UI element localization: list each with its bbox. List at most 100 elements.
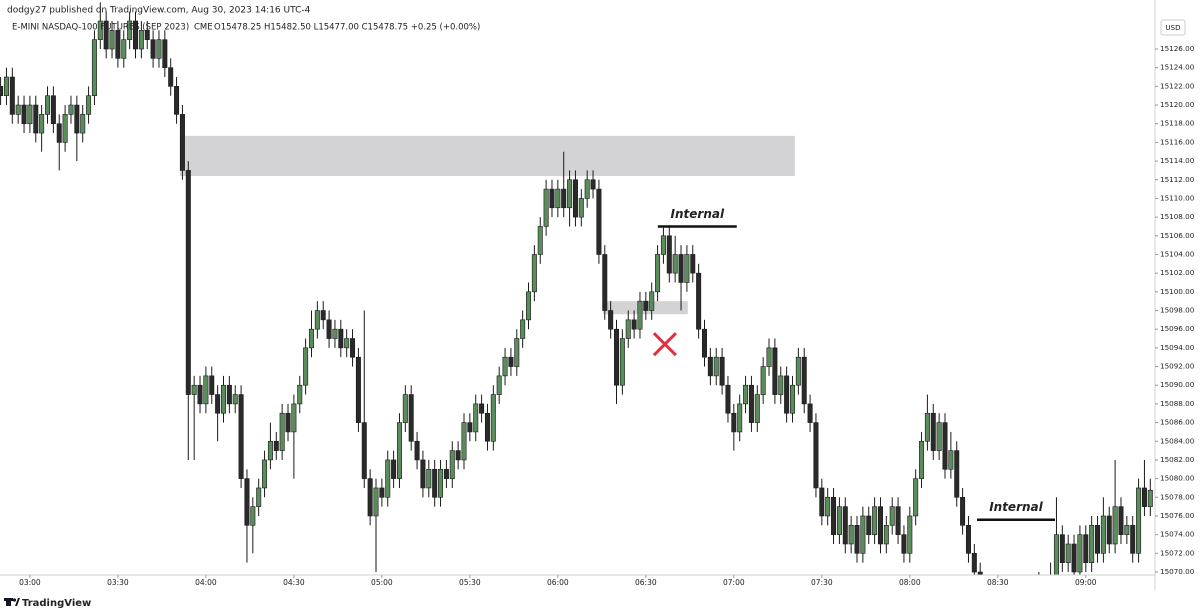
candle-body — [772, 347, 778, 395]
x-tick-label: 05:30 — [459, 578, 481, 587]
candle-body — [731, 412, 737, 433]
zone — [179, 135, 795, 177]
candle-body — [443, 468, 449, 479]
candle-body — [97, 20, 103, 40]
footer-logo — [4, 598, 20, 606]
candle-body — [191, 384, 197, 395]
candle-body — [297, 384, 303, 405]
x-tick-label: 04:00 — [195, 578, 217, 587]
y-tick-label: 15106.00 — [1160, 231, 1195, 240]
y-tick-label: 15120.00 — [1160, 100, 1195, 109]
candle-body — [537, 226, 543, 255]
candle-body — [508, 356, 514, 367]
candle-body — [279, 412, 285, 451]
candle-body — [162, 39, 168, 68]
candle-body — [725, 384, 731, 414]
candle-body — [561, 188, 567, 209]
x-tick-label: 07:00 — [723, 578, 745, 587]
candle-body — [215, 394, 221, 414]
candle-body — [250, 506, 256, 526]
candle-body — [156, 39, 162, 59]
candle-body — [543, 188, 549, 227]
y-tick-label: 15118.00 — [1160, 119, 1195, 128]
candle-body — [355, 356, 361, 423]
currency[interactable]: USD — [1166, 24, 1181, 32]
candle-body — [45, 95, 51, 115]
quote: O15478.25 H15482.50 L15477.00 C15478.75 … — [214, 23, 480, 33]
exchange: CME — [194, 23, 213, 33]
candle-body — [197, 384, 203, 405]
candle-body — [819, 487, 825, 517]
symbol-title: E-MINI NASDAQ-100 FUTURES (SEP 2023) — [12, 23, 189, 33]
candle-body — [889, 506, 895, 526]
candle-body — [1071, 543, 1077, 573]
candle-body — [385, 459, 391, 498]
candle-body — [138, 30, 144, 50]
candle-body — [643, 300, 649, 311]
candle-body — [924, 412, 930, 442]
candle-body — [226, 384, 232, 405]
y-tick-label: 15124.00 — [1160, 63, 1195, 72]
candle-body — [109, 30, 115, 50]
candle-body — [502, 356, 508, 377]
y-tick-label: 15126.00 — [1160, 44, 1195, 53]
candle-body — [1118, 506, 1124, 535]
candle-body — [150, 39, 156, 59]
candle-body — [479, 403, 485, 414]
currency-box[interactable] — [1160, 19, 1186, 36]
candle-body — [121, 39, 127, 59]
annotation-label: Internal — [671, 207, 725, 221]
x-tick-label: 09:00 — [1075, 578, 1097, 587]
candle-body — [361, 422, 367, 479]
candle-body — [344, 338, 350, 349]
candle-body — [766, 347, 772, 367]
candle-body — [678, 254, 684, 283]
candle-body — [743, 384, 749, 405]
y-tick-label: 15076.00 — [1160, 511, 1195, 520]
candle-body — [15, 104, 21, 115]
candle-body — [866, 515, 872, 535]
y-tick-label: 15092.00 — [1160, 362, 1195, 371]
candle-body — [21, 104, 27, 125]
y-tick-label: 15070.00 — [1160, 567, 1195, 576]
candle-body — [913, 478, 919, 517]
candle-body — [220, 384, 226, 414]
candle-body — [520, 319, 526, 339]
candle-body — [807, 403, 813, 423]
candle-body — [701, 328, 707, 358]
candle-body — [1136, 487, 1142, 554]
y-tick-label: 15104.00 — [1160, 249, 1195, 258]
x-tick-label: 07:30 — [811, 578, 833, 587]
candle-body — [396, 422, 402, 479]
candle-body — [3, 76, 9, 97]
candle-body — [467, 422, 473, 433]
candle-body — [1083, 534, 1089, 563]
y-tick-label: 15116.00 — [1160, 137, 1195, 146]
y-tick-label: 15100.00 — [1160, 287, 1195, 296]
candle-body — [578, 198, 584, 218]
candle-body — [789, 384, 795, 414]
candle-body — [877, 506, 883, 545]
candle-body — [27, 104, 33, 125]
y-tick-label: 15122.00 — [1160, 81, 1195, 90]
candle-body — [103, 20, 109, 50]
candle-body — [256, 487, 262, 507]
candle-body — [1077, 534, 1083, 573]
candle-body — [895, 506, 901, 535]
candle-body — [778, 375, 784, 395]
y-tick-label: 15074.00 — [1160, 530, 1195, 539]
candle-body — [977, 571, 983, 575]
candle-body — [1141, 487, 1147, 507]
candle-body — [86, 95, 92, 115]
candle-body — [56, 123, 62, 143]
candle-body — [391, 459, 397, 479]
candle-body — [901, 534, 907, 554]
candle-body — [526, 291, 532, 321]
candle-body — [719, 356, 725, 386]
candle-body — [9, 76, 15, 115]
candle-body — [625, 319, 631, 339]
byline: dodgy27 published on TradingView.com, Au… — [7, 6, 311, 16]
candle-body — [420, 459, 426, 489]
candle-body — [402, 394, 408, 423]
